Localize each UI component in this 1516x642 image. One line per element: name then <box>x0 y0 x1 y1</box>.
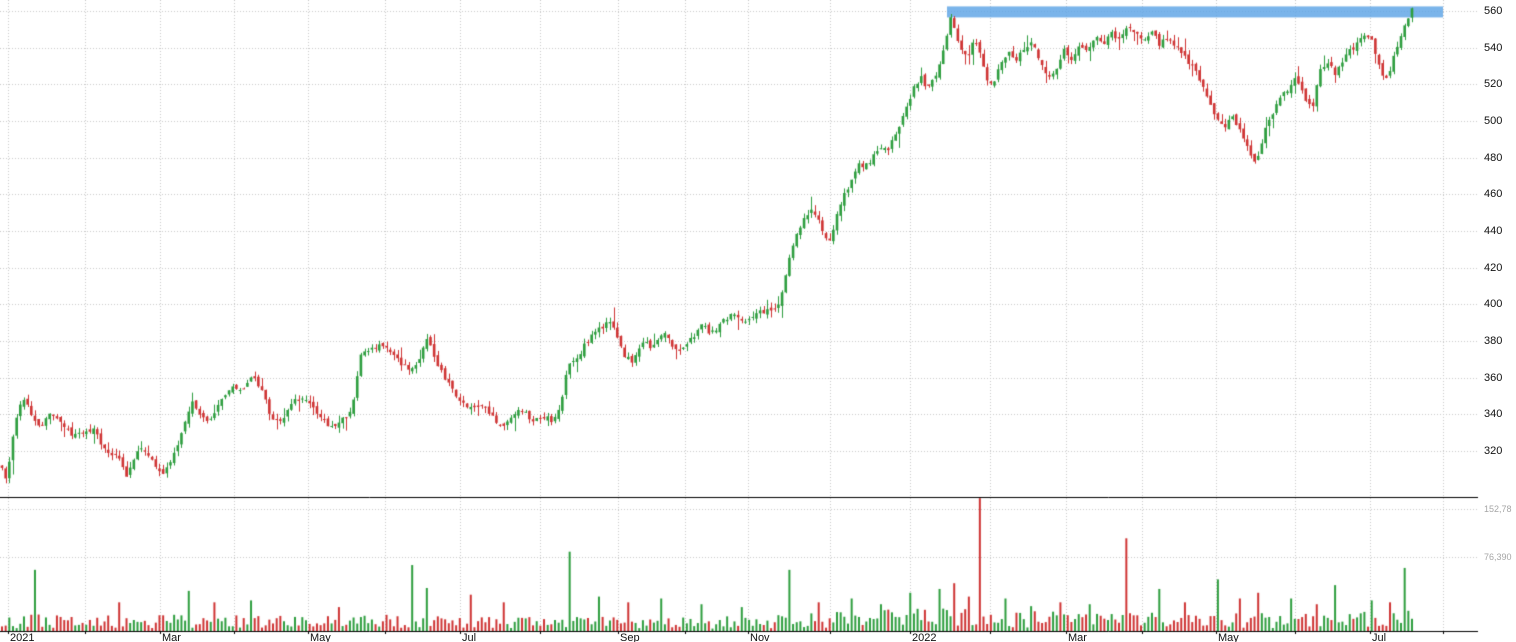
stock-chart-window: 560 540 520 500 480 460 440 420 400 380 360 340 320 … <box>0 0 1516 642</box>
candlestick-chart[interactable] <box>0 0 1516 642</box>
